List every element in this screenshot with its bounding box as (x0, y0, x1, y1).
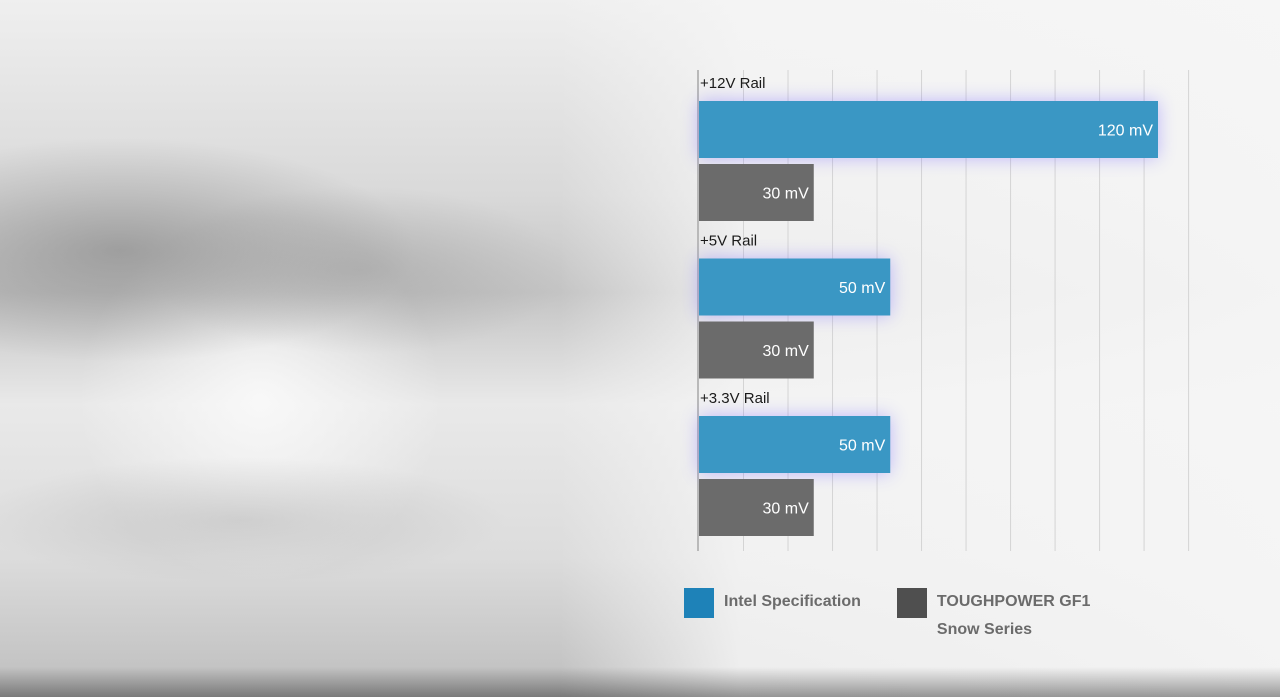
legend-label-intel: Intel Specification (724, 593, 861, 610)
label-group: +12V Rail 120 mV 30 mV +5V Rail 50 mV 30 mV +3… (700, 75, 1153, 518)
legend-label-toughpower-line1: TOUGHPOWER GF1 (936, 593, 1091, 610)
bar-group (699, 101, 1158, 536)
bottom-shade (0, 667, 1280, 697)
bar-toughpower (699, 164, 814, 221)
bar-value-label: 50 mV (839, 438, 886, 455)
bar-intel-specification (699, 258, 891, 316)
bar-intel-specification (699, 416, 891, 473)
category-label: +3.3V Rail (700, 390, 770, 407)
legend-item-intel: Intel Specification (684, 588, 861, 644)
legend-swatch-toughpower (896, 588, 927, 618)
bar-value-label: 50 mV (839, 280, 886, 297)
category-label: +12V Rail (700, 75, 765, 92)
legend-item-toughpower: TOUGHPOWER GF1 Snow Series (896, 588, 1091, 644)
legend-label-toughpower-line2: Snow Series (936, 621, 1033, 638)
bar-value-label: 30 mV (763, 343, 810, 360)
bar-toughpower (699, 321, 814, 379)
bar-intel-specification (699, 101, 1158, 158)
category-label: +5V Rail (700, 233, 757, 250)
legend: Intel Specification TOUGHPOWER GF1 Snow … (684, 588, 1126, 644)
legend-swatch-intel (684, 588, 714, 618)
bar-value-label: 120 mV (1098, 123, 1153, 140)
bar-value-label: 30 mV (763, 501, 810, 518)
bar-toughpower (699, 479, 814, 536)
bar-value-label: 30 mV (763, 186, 810, 203)
